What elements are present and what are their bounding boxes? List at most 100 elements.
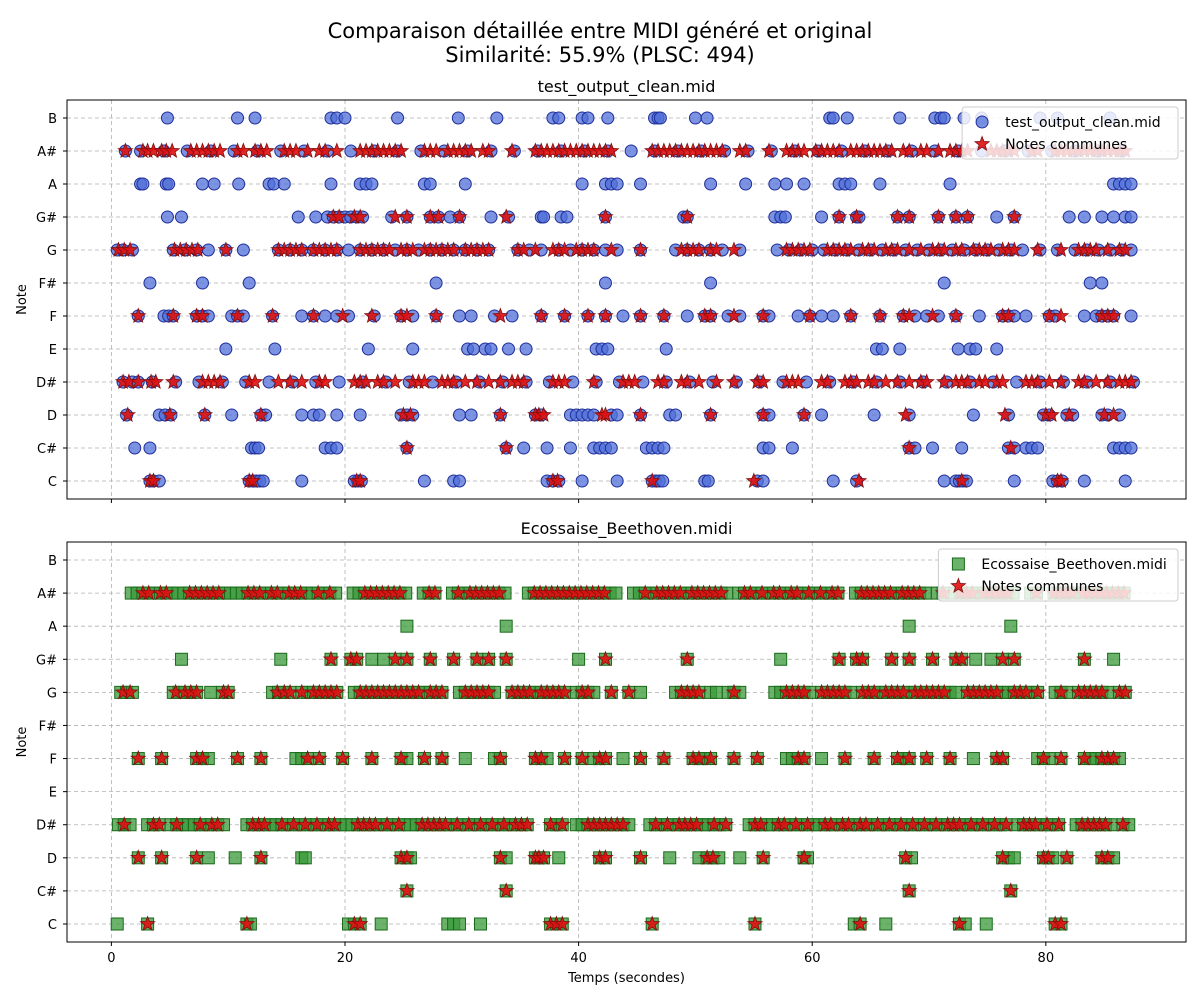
data-point-star <box>229 307 246 323</box>
data-point-square <box>709 685 723 699</box>
data-point-square <box>473 917 487 931</box>
data-point-star <box>533 307 550 323</box>
data-point-star <box>1099 849 1116 865</box>
data-point-star <box>1043 406 1060 422</box>
data-point-square <box>984 652 998 666</box>
data-point-star <box>119 406 136 422</box>
data-point-circle <box>502 342 516 356</box>
data-point-star <box>229 749 246 766</box>
data-point-star <box>996 406 1014 422</box>
data-point-star <box>480 650 497 667</box>
data-point-star <box>725 241 743 257</box>
data-point-circle <box>318 309 332 323</box>
data-point-star <box>897 849 914 865</box>
data-point-circle <box>1118 474 1132 488</box>
data-point-star <box>556 307 573 323</box>
data-point-star <box>492 307 509 323</box>
data-point-circle <box>797 177 811 191</box>
data-point-star <box>702 749 719 766</box>
data-point-star <box>492 749 509 766</box>
data-point-circle <box>972 309 986 323</box>
data-point-star <box>1076 749 1093 766</box>
data-point-square <box>979 917 993 931</box>
data-point-star <box>165 373 182 389</box>
legend-box <box>961 106 1179 160</box>
data-point-star <box>217 241 235 257</box>
data-point-circle <box>338 111 352 125</box>
data-point-star <box>959 208 976 224</box>
y-tick-label: D <box>47 852 57 867</box>
y-tick-label: F <box>50 310 57 325</box>
data-point-star <box>749 749 766 766</box>
data-point-star <box>1006 208 1023 224</box>
data-point-circle <box>844 177 858 191</box>
data-point-circle <box>295 474 309 488</box>
data-point-star <box>398 208 416 224</box>
data-point-square <box>879 917 893 931</box>
data-point-star <box>433 749 451 766</box>
data-point-star <box>209 816 226 832</box>
data-point-circle <box>537 210 551 224</box>
data-point-star <box>351 472 369 488</box>
data-point-circle <box>232 177 246 191</box>
data-point-star <box>573 749 591 766</box>
legend-label: Ecossaise_Beethoven.midi <box>981 557 1166 573</box>
data-point-star <box>717 816 735 832</box>
data-point-square <box>458 752 472 766</box>
data-point-circle <box>1010 375 1024 389</box>
data-point-star <box>387 373 404 389</box>
data-point-star <box>165 307 182 323</box>
data-point-star <box>258 142 275 158</box>
legend-label: test_output_clean.mid <box>1005 115 1161 131</box>
data-point-star <box>305 307 322 323</box>
data-point-circle <box>1124 309 1138 323</box>
data-point-star <box>492 849 509 865</box>
data-point-star <box>1105 307 1122 323</box>
data-point-star <box>151 816 168 832</box>
data-point-circle <box>1007 474 1021 488</box>
legend-marker-star <box>973 135 991 151</box>
data-point-circle <box>867 408 881 422</box>
data-point-star <box>918 373 935 389</box>
data-point-star <box>994 849 1011 865</box>
data-point-star <box>655 307 673 323</box>
data-point-star <box>1052 749 1070 766</box>
data-point-circle <box>1095 210 1109 224</box>
data-point-star <box>829 584 847 601</box>
data-point-circle <box>458 177 472 191</box>
data-point-circle <box>815 408 829 422</box>
data-point-star <box>935 683 953 700</box>
data-point-star <box>795 683 813 700</box>
data-point-circle <box>1124 441 1138 455</box>
data-point-star <box>850 472 868 488</box>
y-tick-label: G# <box>36 653 57 668</box>
data-point-star <box>556 373 573 389</box>
data-point-star <box>725 307 743 323</box>
data-point-star <box>1002 439 1020 455</box>
data-point-circle <box>634 177 648 191</box>
plot-frame <box>66 541 1187 943</box>
panel-title: Ecossaise_Beethoven.midi <box>521 519 733 539</box>
data-point-star <box>549 472 566 488</box>
data-point-star <box>603 241 620 257</box>
data-point-circle <box>875 342 889 356</box>
data-point-star <box>1114 816 1132 832</box>
data-point-star <box>189 241 207 257</box>
data-point-star <box>556 683 573 700</box>
data-point-circle <box>268 342 282 356</box>
data-point-square <box>949 685 963 699</box>
y-tick-label: D# <box>36 819 57 834</box>
panel-generated: test_output_clean.mid C C# D D# E F F# G G# A A# B No… <box>15 77 1187 503</box>
data-point-star <box>799 816 816 832</box>
data-point-circle <box>610 408 624 422</box>
data-point-star <box>1050 816 1067 832</box>
data-point-circle <box>680 309 694 323</box>
data-point-star <box>754 373 772 389</box>
data-point-star <box>351 208 369 224</box>
data-point-circle <box>406 342 420 356</box>
data-point-star <box>597 749 614 766</box>
data-point-circle <box>840 111 854 125</box>
data-point-circle <box>464 309 478 323</box>
data-point-square <box>377 652 391 666</box>
data-point-circle <box>143 276 157 290</box>
